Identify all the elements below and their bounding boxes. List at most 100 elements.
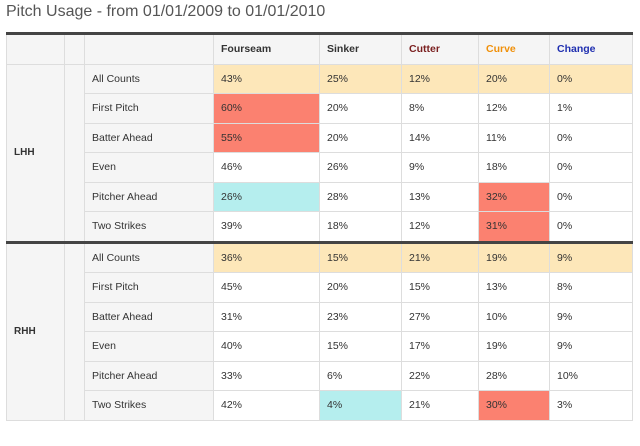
- group-lhh: LHH All Counts 43% 25% 12% 20% 0% First Pitch 60…: [7, 64, 633, 242]
- value-cell: 28%: [479, 361, 550, 391]
- header-empty-spacer: [65, 34, 85, 65]
- value-cell: 0%: [550, 123, 633, 153]
- count-label: Pitcher Ahead: [85, 182, 214, 212]
- value-cell: 26%: [320, 153, 402, 183]
- count-label: First Pitch: [85, 94, 214, 124]
- value-cell: 3%: [550, 391, 633, 421]
- group-rhh: RHH All Counts 36% 15% 21% 19% 9% First Pitch 45…: [7, 242, 633, 420]
- group-label: RHH: [7, 242, 65, 420]
- column-header-fourseam[interactable]: Fourseam: [214, 34, 320, 65]
- value-cell: 9%: [402, 153, 479, 183]
- value-cell: 18%: [320, 212, 402, 243]
- value-cell: 0%: [550, 212, 633, 243]
- value-cell: 19%: [479, 242, 550, 273]
- value-cell: 43%: [214, 64, 320, 94]
- value-cell: 19%: [479, 332, 550, 362]
- column-header-change[interactable]: Change: [550, 34, 633, 65]
- value-cell: 18%: [479, 153, 550, 183]
- table-row: Even 40% 15% 17% 19% 9%: [7, 332, 633, 362]
- count-label: Two Strikes: [85, 391, 214, 421]
- table-row: Pitcher Ahead 33% 6% 22% 28% 10%: [7, 361, 633, 391]
- value-cell: 12%: [402, 64, 479, 94]
- value-cell: 15%: [320, 242, 402, 273]
- value-cell: 20%: [320, 123, 402, 153]
- value-cell: 9%: [550, 332, 633, 362]
- table-row: Even 46% 26% 9% 18% 0%: [7, 153, 633, 183]
- value-cell: 4%: [320, 391, 402, 421]
- table-row: Pitcher Ahead 26% 28% 13% 32% 0%: [7, 182, 633, 212]
- value-cell: 0%: [550, 64, 633, 94]
- count-label: Batter Ahead: [85, 123, 214, 153]
- value-cell: 27%: [402, 302, 479, 332]
- value-cell: 1%: [550, 94, 633, 124]
- value-cell: 17%: [402, 332, 479, 362]
- count-label: All Counts: [85, 242, 214, 273]
- value-cell: 6%: [320, 361, 402, 391]
- value-cell: 21%: [402, 242, 479, 273]
- value-cell: 20%: [320, 273, 402, 303]
- table-row: Batter Ahead 31% 23% 27% 10% 9%: [7, 302, 633, 332]
- count-label: Even: [85, 153, 214, 183]
- table-row: First Pitch 60% 20% 8% 12% 1%: [7, 94, 633, 124]
- value-cell: 11%: [479, 123, 550, 153]
- group-label: LHH: [7, 64, 65, 242]
- value-cell: 31%: [214, 302, 320, 332]
- value-cell: 20%: [479, 64, 550, 94]
- value-cell: 0%: [550, 153, 633, 183]
- group-spacer: [65, 64, 85, 242]
- value-cell: 15%: [402, 273, 479, 303]
- value-cell: 23%: [320, 302, 402, 332]
- table-row: LHH All Counts 43% 25% 12% 20% 0%: [7, 64, 633, 94]
- count-label: Even: [85, 332, 214, 362]
- table-row: RHH All Counts 36% 15% 21% 19% 9%: [7, 242, 633, 273]
- value-cell: 12%: [479, 94, 550, 124]
- table-row: First Pitch 45% 20% 15% 13% 8%: [7, 273, 633, 303]
- table-row: Two Strikes 42% 4% 21% 30% 3%: [7, 391, 633, 421]
- value-cell: 9%: [550, 242, 633, 273]
- value-cell: 15%: [320, 332, 402, 362]
- column-header-cutter[interactable]: Cutter: [402, 34, 479, 65]
- value-cell: 31%: [479, 212, 550, 243]
- value-cell: 9%: [550, 302, 633, 332]
- column-header-curve[interactable]: Curve: [479, 34, 550, 65]
- value-cell: 25%: [320, 64, 402, 94]
- value-cell: 60%: [214, 94, 320, 124]
- count-label: Pitcher Ahead: [85, 361, 214, 391]
- count-label: Batter Ahead: [85, 302, 214, 332]
- value-cell: 14%: [402, 123, 479, 153]
- page-title: Pitch Usage - from 01/01/2009 to 01/01/2…: [6, 3, 325, 21]
- value-cell: 40%: [214, 332, 320, 362]
- value-cell: 33%: [214, 361, 320, 391]
- header-empty-label: [85, 34, 214, 65]
- value-cell: 10%: [550, 361, 633, 391]
- value-cell: 0%: [550, 182, 633, 212]
- table-row: Two Strikes 39% 18% 12% 31% 0%: [7, 212, 633, 243]
- value-cell: 39%: [214, 212, 320, 243]
- value-cell: 32%: [479, 182, 550, 212]
- value-cell: 21%: [402, 391, 479, 421]
- value-cell: 10%: [479, 302, 550, 332]
- header-empty-group: [7, 34, 65, 65]
- value-cell: 45%: [214, 273, 320, 303]
- count-label: All Counts: [85, 64, 214, 94]
- value-cell: 55%: [214, 123, 320, 153]
- header-row: Fourseam Sinker Cutter Curve Change: [7, 34, 633, 65]
- value-cell: 26%: [214, 182, 320, 212]
- value-cell: 12%: [402, 212, 479, 243]
- column-header-sinker[interactable]: Sinker: [320, 34, 402, 65]
- value-cell: 46%: [214, 153, 320, 183]
- value-cell: 22%: [402, 361, 479, 391]
- value-cell: 8%: [402, 94, 479, 124]
- value-cell: 42%: [214, 391, 320, 421]
- group-spacer: [65, 242, 85, 420]
- pitch-usage-table: Fourseam Sinker Cutter Curve Change LHH A…: [6, 32, 633, 421]
- table-row: Batter Ahead 55% 20% 14% 11% 0%: [7, 123, 633, 153]
- value-cell: 28%: [320, 182, 402, 212]
- value-cell: 13%: [402, 182, 479, 212]
- value-cell: 8%: [550, 273, 633, 303]
- value-cell: 13%: [479, 273, 550, 303]
- count-label: Two Strikes: [85, 212, 214, 243]
- value-cell: 20%: [320, 94, 402, 124]
- value-cell: 36%: [214, 242, 320, 273]
- count-label: First Pitch: [85, 273, 214, 303]
